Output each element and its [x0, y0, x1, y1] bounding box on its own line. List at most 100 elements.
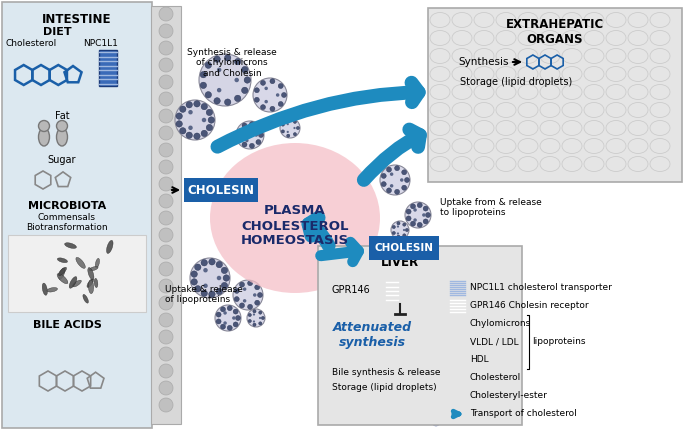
Circle shape: [240, 282, 245, 287]
Text: LIVER: LIVER: [381, 256, 419, 269]
Circle shape: [237, 129, 242, 134]
Circle shape: [413, 208, 417, 211]
Circle shape: [227, 305, 232, 311]
Circle shape: [253, 293, 256, 297]
Circle shape: [453, 343, 458, 348]
Ellipse shape: [106, 240, 113, 254]
Circle shape: [214, 98, 221, 104]
Circle shape: [439, 407, 449, 417]
Circle shape: [221, 307, 225, 312]
Circle shape: [261, 317, 264, 320]
Text: DIET: DIET: [42, 27, 71, 37]
Circle shape: [159, 245, 173, 259]
Circle shape: [413, 218, 417, 222]
Circle shape: [247, 309, 265, 327]
Circle shape: [458, 337, 464, 342]
Circle shape: [253, 313, 255, 316]
Circle shape: [278, 102, 283, 106]
Circle shape: [247, 281, 253, 286]
Circle shape: [227, 325, 232, 330]
Circle shape: [201, 290, 208, 296]
Circle shape: [397, 233, 399, 235]
Circle shape: [401, 170, 407, 175]
Circle shape: [253, 78, 287, 112]
Text: Cholesterol: Cholesterol: [470, 374, 521, 383]
Circle shape: [431, 396, 445, 410]
Circle shape: [260, 105, 266, 110]
Circle shape: [400, 178, 403, 182]
Ellipse shape: [59, 268, 65, 279]
Circle shape: [426, 408, 438, 420]
Circle shape: [243, 287, 247, 291]
Text: Bile synthesis & release: Bile synthesis & release: [332, 368, 440, 377]
Circle shape: [432, 418, 440, 426]
Circle shape: [258, 133, 264, 138]
Circle shape: [382, 181, 386, 187]
Circle shape: [179, 106, 186, 112]
Circle shape: [255, 285, 260, 290]
Circle shape: [234, 58, 241, 65]
Text: Cholesterol: Cholesterol: [5, 39, 57, 48]
Circle shape: [245, 139, 249, 142]
Circle shape: [200, 72, 207, 78]
Circle shape: [456, 316, 462, 322]
Text: EXTRAHEPATIC
ORGANS: EXTRAHEPATIC ORGANS: [506, 18, 604, 46]
Circle shape: [401, 185, 407, 190]
Circle shape: [206, 124, 212, 131]
Circle shape: [449, 322, 456, 329]
Circle shape: [410, 204, 416, 209]
Circle shape: [264, 87, 268, 90]
Circle shape: [190, 258, 230, 298]
Circle shape: [456, 326, 462, 332]
Circle shape: [159, 75, 173, 89]
Circle shape: [453, 325, 458, 330]
FancyBboxPatch shape: [451, 299, 466, 313]
Circle shape: [244, 77, 251, 83]
Circle shape: [264, 100, 268, 103]
Text: Attenuated
synthesis: Attenuated synthesis: [332, 321, 412, 349]
Circle shape: [232, 316, 236, 320]
Ellipse shape: [64, 243, 77, 248]
Circle shape: [221, 267, 227, 274]
Circle shape: [406, 216, 411, 221]
Ellipse shape: [210, 143, 380, 293]
Circle shape: [422, 213, 425, 217]
Circle shape: [209, 259, 215, 265]
Text: PLASMA
CHOLESTEROL
HOMEOSTASIS: PLASMA CHOLESTEROL HOMEOSTASIS: [241, 205, 349, 248]
Circle shape: [254, 88, 260, 93]
Text: NPC1L1 cholesterol transporter: NPC1L1 cholesterol transporter: [470, 284, 612, 293]
Ellipse shape: [89, 266, 98, 271]
Circle shape: [391, 221, 409, 239]
Circle shape: [460, 323, 466, 329]
Circle shape: [205, 91, 212, 98]
Circle shape: [456, 356, 458, 359]
Circle shape: [382, 173, 386, 178]
Circle shape: [159, 347, 173, 361]
Circle shape: [217, 68, 221, 72]
Circle shape: [249, 122, 254, 127]
Text: HDL: HDL: [470, 356, 488, 365]
Circle shape: [393, 231, 395, 235]
Text: Fat: Fat: [55, 111, 69, 121]
Circle shape: [159, 228, 173, 242]
Circle shape: [206, 109, 212, 116]
Circle shape: [223, 321, 227, 325]
Ellipse shape: [57, 274, 68, 284]
Circle shape: [286, 123, 289, 125]
Circle shape: [441, 393, 449, 401]
Circle shape: [159, 296, 173, 310]
FancyBboxPatch shape: [99, 50, 117, 86]
Circle shape: [216, 312, 221, 317]
Circle shape: [456, 355, 459, 358]
Circle shape: [403, 229, 405, 231]
Circle shape: [242, 66, 248, 73]
Circle shape: [459, 362, 462, 365]
Circle shape: [159, 58, 173, 72]
Circle shape: [56, 121, 68, 132]
Circle shape: [453, 316, 460, 322]
Text: VLDL / LDL: VLDL / LDL: [470, 338, 519, 347]
Circle shape: [159, 194, 173, 208]
FancyBboxPatch shape: [8, 235, 146, 312]
Circle shape: [186, 102, 192, 108]
Circle shape: [397, 225, 399, 228]
